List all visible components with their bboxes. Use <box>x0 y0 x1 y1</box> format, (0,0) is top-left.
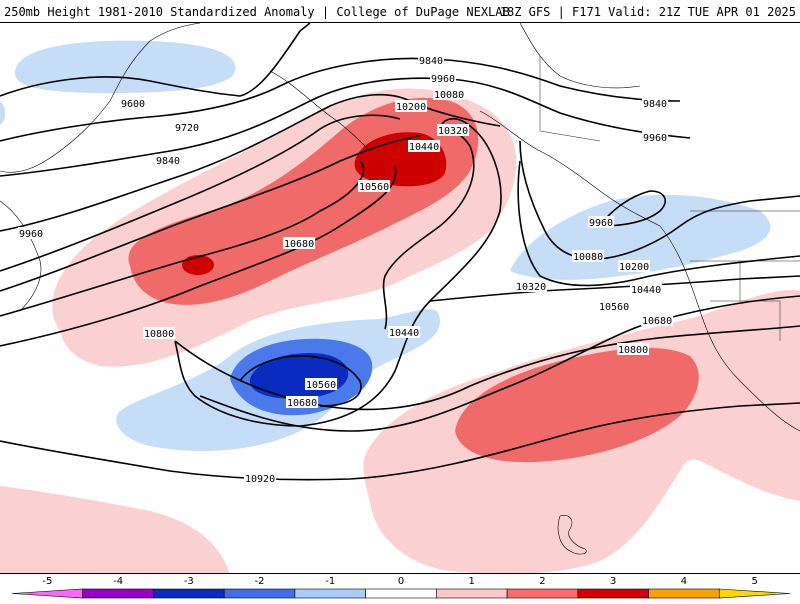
positive-anomaly-region <box>455 347 699 463</box>
contour-label: 10200 <box>396 102 426 113</box>
contour-label: 9960 <box>19 229 43 240</box>
contour-label: 9960 <box>643 133 667 144</box>
colorbar-swatch <box>223 588 296 599</box>
colorbar-swatch <box>718 588 791 599</box>
contour-label: 10560 <box>359 182 389 193</box>
height-contours <box>0 23 800 481</box>
colorbar-swatch <box>11 588 84 599</box>
colorbar-tick: 2 <box>539 576 545 587</box>
colorbar-tick: 5 <box>751 576 757 587</box>
contour-label: 10560 <box>599 302 629 313</box>
colorbar-swatch <box>153 588 225 599</box>
colorbar-swatch <box>365 588 437 599</box>
anomaly-map: 9600 9720 9840 9840 9960 9960 9840 9960 … <box>0 22 800 574</box>
colorbar-swatch <box>82 588 154 599</box>
negative-anomaly-region <box>14 40 236 93</box>
colorbar-tick: 4 <box>681 576 687 587</box>
contour-label: 9840 <box>643 99 667 110</box>
contour-label: 9840 <box>419 56 443 67</box>
colorbar-swatch <box>506 588 579 599</box>
contour-label: 10680 <box>642 316 672 327</box>
contour-label: 10200 <box>619 262 649 273</box>
contour-label: 9960 <box>589 218 613 229</box>
contour-label: 10560 <box>306 380 336 391</box>
colorbar-swatch <box>294 588 366 599</box>
contour-label: 10320 <box>516 282 546 293</box>
map-canvas: 9600 9720 9840 9840 9960 9960 9840 9960 … <box>0 23 800 573</box>
colorbar-swatch <box>577 588 649 599</box>
contour-label: 9600 <box>121 99 145 110</box>
contour-label: 9960 <box>431 74 455 85</box>
contour-label: 9720 <box>175 123 199 134</box>
map-header: 250mb Height 1981-2010 Standardized Anom… <box>0 0 800 22</box>
negative-anomaly-region <box>0 101 6 125</box>
map-title: 250mb Height 1981-2010 Standardized Anom… <box>4 5 510 19</box>
colorbar-tick: 1 <box>469 576 475 587</box>
contour-label: 9840 <box>156 156 180 167</box>
contour-label: 10800 <box>144 329 174 340</box>
colorbar-tick: 0 <box>398 576 404 587</box>
contour-label: 10680 <box>284 239 314 250</box>
contour-label: 10440 <box>631 285 661 296</box>
colorbar-tick: -5 <box>42 576 52 587</box>
colorbar-tick: -4 <box>113 576 123 587</box>
model-run-info: 18Z GFS | F171 Valid: 21Z TUE APR 01 202… <box>499 5 796 19</box>
strong-positive-anomaly <box>182 255 214 275</box>
contour-label: 10080 <box>573 252 603 263</box>
contour-label: 10440 <box>409 142 439 153</box>
colorbar-swatch <box>648 588 720 599</box>
anomaly-colorbar: -5 -4 -3 -2 -1 0 1 2 3 4 5 <box>0 574 800 600</box>
colorbar-tick: -3 <box>184 576 194 587</box>
colorbar-tick: -1 <box>325 576 335 587</box>
contour-label: 10080 <box>434 90 464 101</box>
contour-label: 10440 <box>389 328 419 339</box>
colorbar-tick: 3 <box>610 576 616 587</box>
colorbar-canvas: -5 -4 -3 -2 -1 0 1 2 3 4 5 <box>11 576 791 599</box>
contour-label: 10320 <box>438 126 468 137</box>
positive-anomaly-region <box>0 486 230 573</box>
coastlines <box>0 23 800 555</box>
colorbar-swatch <box>436 588 508 599</box>
contour-label: 10680 <box>287 398 317 409</box>
colorbar-tick: -2 <box>255 576 265 587</box>
contour-label: 10800 <box>618 345 648 356</box>
contour-labels: 9600 9720 9840 9840 9960 9960 9840 9960 … <box>18 54 674 485</box>
contour-label: 10920 <box>245 474 275 485</box>
